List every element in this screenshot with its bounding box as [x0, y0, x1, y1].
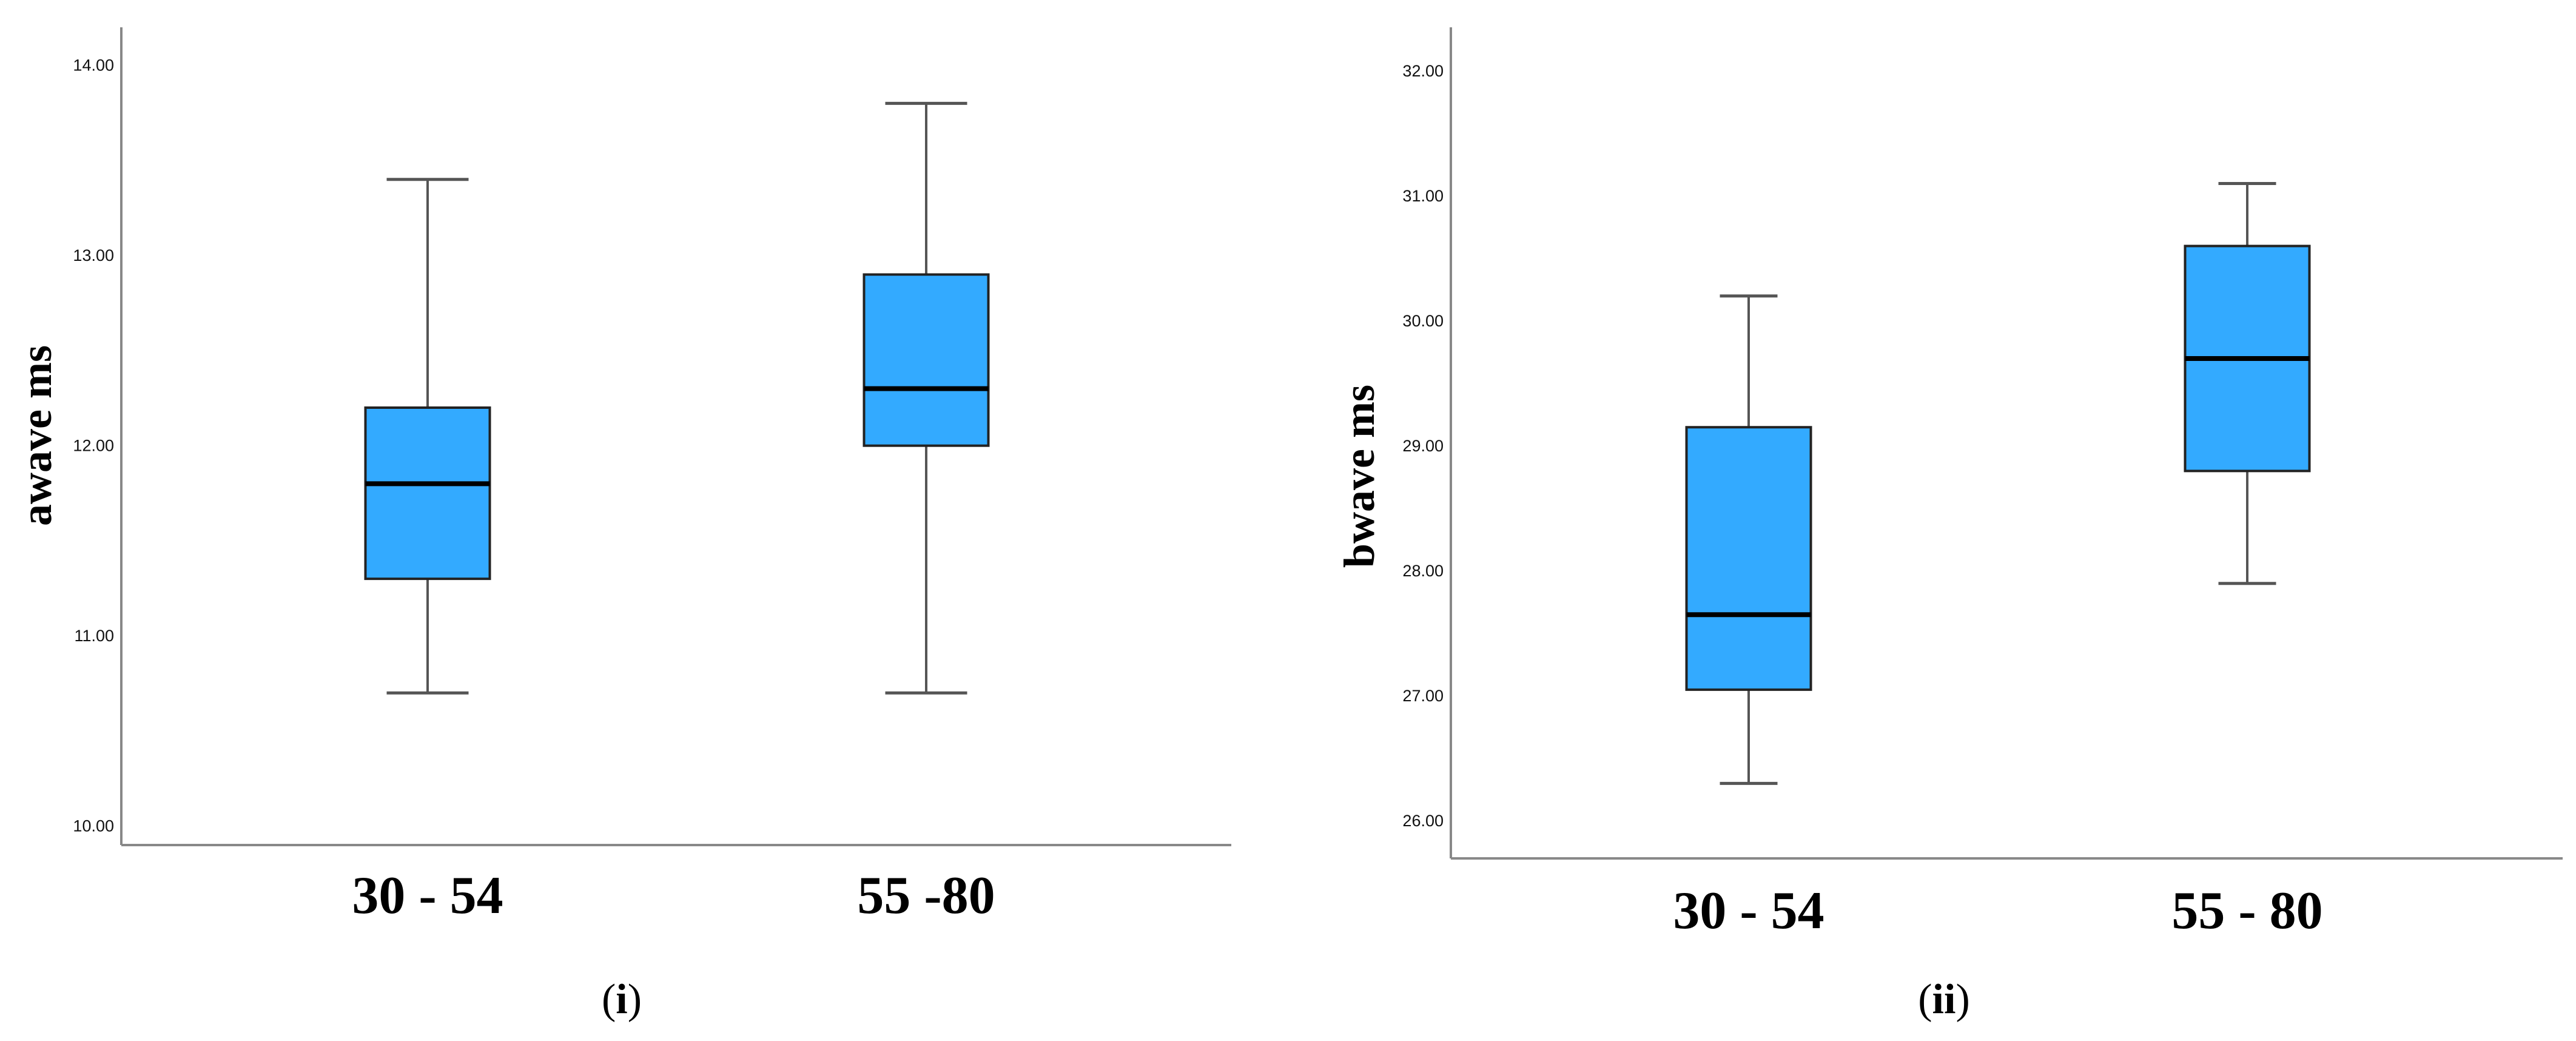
- iqr-box: [1685, 426, 1812, 691]
- box-plot: [364, 178, 491, 695]
- box-plot: [1685, 294, 1812, 785]
- category-label: 55 - 80: [2171, 881, 2322, 940]
- y-tick-label: 32.00: [1402, 62, 1444, 80]
- y-tick-labels: 10.00 11.00 12.00 13.00 14.00: [73, 56, 114, 835]
- y-tick-label: 28.00: [1402, 562, 1444, 580]
- y-tick-label: 29.00: [1402, 437, 1444, 455]
- category-labels: 30 - 54 55 - 80: [1673, 881, 2322, 940]
- iqr-box: [863, 273, 990, 447]
- panel-ii: 26.00 27.00 28.00 29.00 30.00 31.00 32.00 30 -…: [1335, 27, 2563, 1023]
- y-tick-label: 13.00: [73, 246, 114, 264]
- box-plot: [2184, 182, 2311, 585]
- box-plots: [364, 101, 990, 695]
- y-tick-labels: 26.00 27.00 28.00 29.00 30.00 31.00 32.00: [1402, 62, 1444, 830]
- panel-label: (ii): [1918, 976, 1970, 1023]
- box-plot: [863, 101, 990, 695]
- y-tick-label: 26.00: [1402, 812, 1444, 830]
- category-labels: 30 - 54 55 -80: [352, 866, 995, 925]
- y-axis-title: awave ms: [12, 345, 61, 526]
- iqr-box: [364, 406, 491, 581]
- panel-label: (i): [602, 976, 642, 1023]
- category-label: 30 - 54: [352, 866, 503, 925]
- y-tick-label: 30.00: [1402, 312, 1444, 330]
- box-plots: [1685, 182, 2311, 785]
- y-tick-label: 14.00: [73, 56, 114, 75]
- category-label: 55 -80: [857, 866, 995, 925]
- y-axis-title: bwave ms: [1335, 385, 1384, 568]
- y-tick-label: 31.00: [1402, 187, 1444, 205]
- y-tick-label: 11.00: [74, 627, 114, 645]
- y-tick-label: 10.00: [73, 817, 114, 835]
- y-tick-label: 12.00: [73, 437, 114, 455]
- y-tick-label: 27.00: [1402, 687, 1444, 705]
- category-label: 30 - 54: [1673, 881, 1824, 940]
